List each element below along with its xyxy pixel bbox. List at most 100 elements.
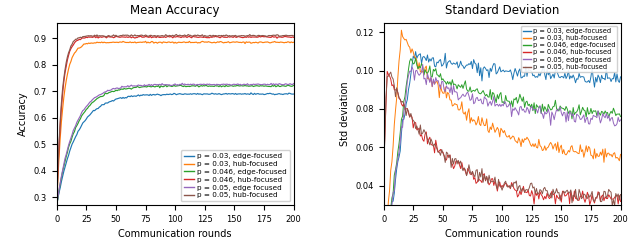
p = 0.05, edge focused [509, 107, 517, 110]
p = 0.03, hub-focused [53, 204, 60, 206]
p = 0.03, edge-focused [401, 113, 409, 116]
p = 0.03, hub-focused [381, 242, 389, 245]
p = 0.05, hub-focused [403, 114, 410, 117]
Line: p = 0.05, edge focused: p = 0.05, edge focused [384, 64, 621, 250]
p = 0.05, hub-focused [182, 34, 190, 37]
p = 0.046, edge-focused [412, 57, 420, 60]
Y-axis label: Accuracy: Accuracy [18, 92, 28, 136]
p = 0.046, hub-focused [271, 36, 278, 38]
Title: Standard Deviation: Standard Deviation [445, 4, 559, 17]
p = 0.046, hub-focused [467, 173, 475, 176]
p = 0.05, edge focused [178, 82, 186, 85]
p = 0.03, hub-focused [142, 40, 149, 43]
p = 0.046, edge-focused [481, 92, 488, 95]
p = 0.03, hub-focused [617, 153, 624, 156]
p = 0.046, hub-focused [403, 107, 410, 110]
p = 0.046, hub-focused [599, 194, 607, 196]
p = 0.03, hub-focused [467, 116, 475, 119]
p = 0.05, hub-focused [173, 33, 180, 36]
p = 0.05, hub-focused [54, 169, 62, 172]
p = 0.05, hub-focused [74, 36, 82, 40]
p = 0.05, edge focused [617, 118, 624, 121]
p = 0.046, edge-focused [617, 115, 624, 118]
Line: p = 0.046, edge-focused: p = 0.046, edge-focused [57, 85, 294, 205]
Line: p = 0.046, hub-focused: p = 0.046, hub-focused [384, 72, 621, 205]
p = 0.03, edge-focused [509, 78, 517, 81]
p = 0.03, edge-focused [181, 92, 188, 95]
p = 0.05, edge focused [419, 63, 427, 66]
X-axis label: Communication rounds: Communication rounds [445, 229, 559, 239]
p = 0.03, edge-focused [290, 92, 297, 96]
Line: p = 0.046, hub-focused: p = 0.046, hub-focused [57, 36, 294, 205]
p = 0.046, hub-focused [381, 134, 389, 137]
p = 0.046, hub-focused [140, 36, 148, 38]
p = 0.03, hub-focused [398, 29, 405, 32]
p = 0.03, edge-focused [54, 197, 62, 200]
p = 0.05, hub-focused [598, 200, 605, 203]
p = 0.03, edge-focused [412, 50, 420, 53]
p = 0.03, edge-focused [271, 93, 278, 96]
p = 0.05, hub-focused [53, 204, 60, 206]
Line: p = 0.03, hub-focused: p = 0.03, hub-focused [384, 30, 621, 250]
p = 0.05, edge focused [381, 249, 389, 250]
p = 0.03, hub-focused [403, 38, 410, 41]
p = 0.05, edge focused [139, 85, 147, 88]
p = 0.046, hub-focused [137, 35, 144, 38]
p = 0.046, edge-focused [152, 84, 160, 87]
p = 0.05, edge focused [401, 104, 409, 107]
p = 0.046, edge-focused [202, 84, 210, 86]
p = 0.046, hub-focused [290, 36, 297, 39]
p = 0.03, hub-focused [509, 134, 517, 138]
p = 0.046, edge-focused [54, 197, 62, 200]
p = 0.03, hub-focused [598, 154, 605, 157]
p = 0.03, edge-focused [467, 60, 475, 63]
p = 0.05, edge focused [481, 95, 488, 98]
Title: Mean Accuracy: Mean Accuracy [130, 4, 220, 17]
p = 0.046, edge-focused [598, 110, 605, 113]
p = 0.046, edge-focused [139, 85, 147, 88]
p = 0.05, edge focused [467, 98, 475, 101]
p = 0.03, edge-focused [617, 75, 624, 78]
p = 0.03, hub-focused [139, 40, 147, 43]
Line: p = 0.05, hub-focused: p = 0.05, hub-focused [57, 34, 294, 205]
Line: p = 0.05, edge focused: p = 0.05, edge focused [57, 83, 294, 205]
p = 0.03, edge-focused [247, 91, 255, 94]
p = 0.046, edge-focused [509, 106, 517, 108]
p = 0.05, hub-focused [152, 35, 160, 38]
p = 0.046, hub-focused [617, 200, 624, 203]
p = 0.05, hub-focused [381, 138, 389, 140]
p = 0.03, hub-focused [271, 40, 278, 43]
Line: p = 0.03, hub-focused: p = 0.03, hub-focused [57, 41, 294, 205]
p = 0.05, hub-focused [481, 174, 488, 176]
p = 0.046, hub-focused [54, 171, 62, 174]
p = 0.046, hub-focused [53, 204, 60, 206]
p = 0.03, hub-focused [481, 124, 488, 127]
p = 0.05, edge focused [290, 82, 297, 85]
p = 0.03, hub-focused [182, 41, 190, 44]
p = 0.05, hub-focused [380, 167, 387, 170]
p = 0.05, hub-focused [387, 70, 394, 74]
p = 0.05, edge focused [54, 196, 62, 199]
p = 0.05, hub-focused [139, 34, 147, 37]
p = 0.046, edge-focused [181, 84, 188, 87]
p = 0.046, edge-focused [74, 122, 82, 125]
p = 0.03, hub-focused [74, 46, 82, 50]
p = 0.046, hub-focused [481, 172, 488, 175]
p = 0.05, hub-focused [509, 185, 517, 188]
p = 0.05, hub-focused [617, 193, 624, 196]
p = 0.03, edge-focused [481, 65, 488, 68]
p = 0.046, edge-focused [290, 84, 297, 87]
p = 0.03, hub-focused [154, 42, 161, 45]
p = 0.05, hub-focused [611, 204, 619, 208]
p = 0.05, edge focused [152, 83, 160, 86]
p = 0.03, edge-focused [598, 74, 605, 77]
X-axis label: Communication rounds: Communication rounds [118, 229, 232, 239]
p = 0.046, edge-focused [467, 91, 475, 94]
Line: p = 0.03, edge-focused: p = 0.03, edge-focused [57, 93, 294, 205]
p = 0.046, edge-focused [53, 204, 60, 206]
p = 0.046, hub-focused [182, 35, 190, 38]
p = 0.046, hub-focused [74, 39, 82, 42]
p = 0.046, hub-focused [154, 35, 161, 38]
Y-axis label: Std deviation: Std deviation [340, 82, 350, 146]
p = 0.046, hub-focused [509, 184, 517, 186]
